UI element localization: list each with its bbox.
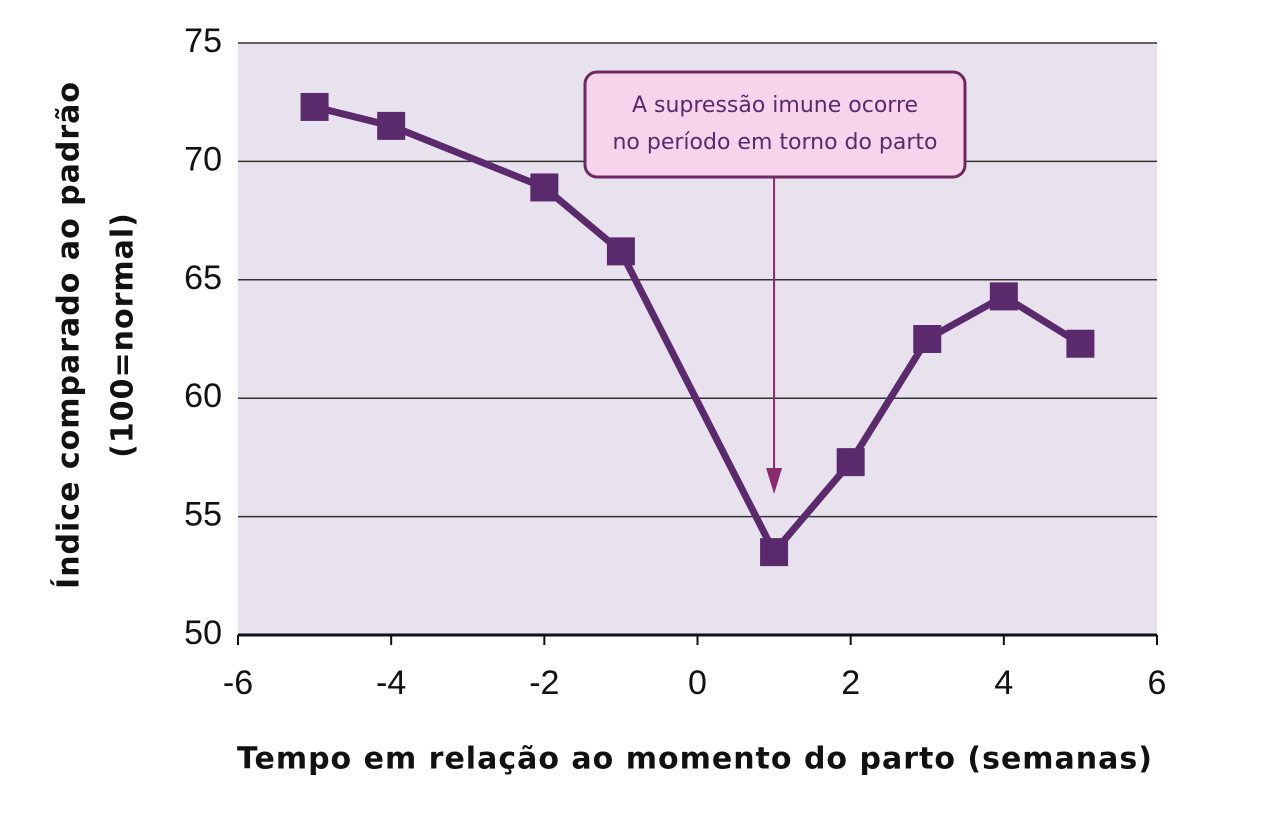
y-axis-label: Índice comparado ao padrão (100=normal): [51, 81, 141, 589]
data-point: [606, 237, 635, 266]
y-tick-label: 60: [184, 377, 222, 415]
y-tick-label: 50: [184, 614, 222, 652]
annotation-box: [583, 70, 967, 179]
data-point: [1066, 329, 1095, 358]
y-tick-label: 55: [184, 496, 222, 534]
x-tick-label: -4: [376, 664, 406, 702]
y-axis-label-line: Índice comparado ao padrão: [51, 81, 87, 589]
data-point: [989, 282, 1018, 311]
data-point: [377, 111, 406, 140]
data-point: [300, 92, 329, 121]
data-point: [913, 325, 942, 353]
x-tick-label: 2: [841, 664, 860, 702]
data-point: [530, 173, 559, 202]
data-point: [836, 448, 865, 477]
x-axis-label: Tempo em relação ao momento do parto (se…: [237, 742, 1153, 777]
x-tick-label: -6: [223, 664, 253, 702]
y-tick-label: 75: [184, 22, 222, 60]
y-tick-label: 70: [184, 140, 222, 178]
annotation-text: no período em torno do parto: [612, 130, 937, 155]
x-tick-label: 0: [688, 664, 707, 702]
x-tick-label: -2: [529, 664, 559, 702]
x-tick-label: 6: [1148, 664, 1167, 702]
y-tick-label: 65: [184, 259, 222, 297]
annotation-arrowhead: [766, 468, 783, 494]
annotation-text: A supressão imune ocorre: [632, 93, 918, 118]
x-tick-label: 4: [994, 664, 1013, 702]
data-point: [760, 538, 789, 567]
y-axis-label-line: (100=normal): [106, 212, 141, 458]
